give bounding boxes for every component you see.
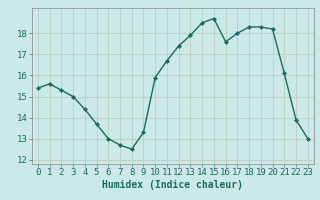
X-axis label: Humidex (Indice chaleur): Humidex (Indice chaleur) (102, 180, 243, 190)
